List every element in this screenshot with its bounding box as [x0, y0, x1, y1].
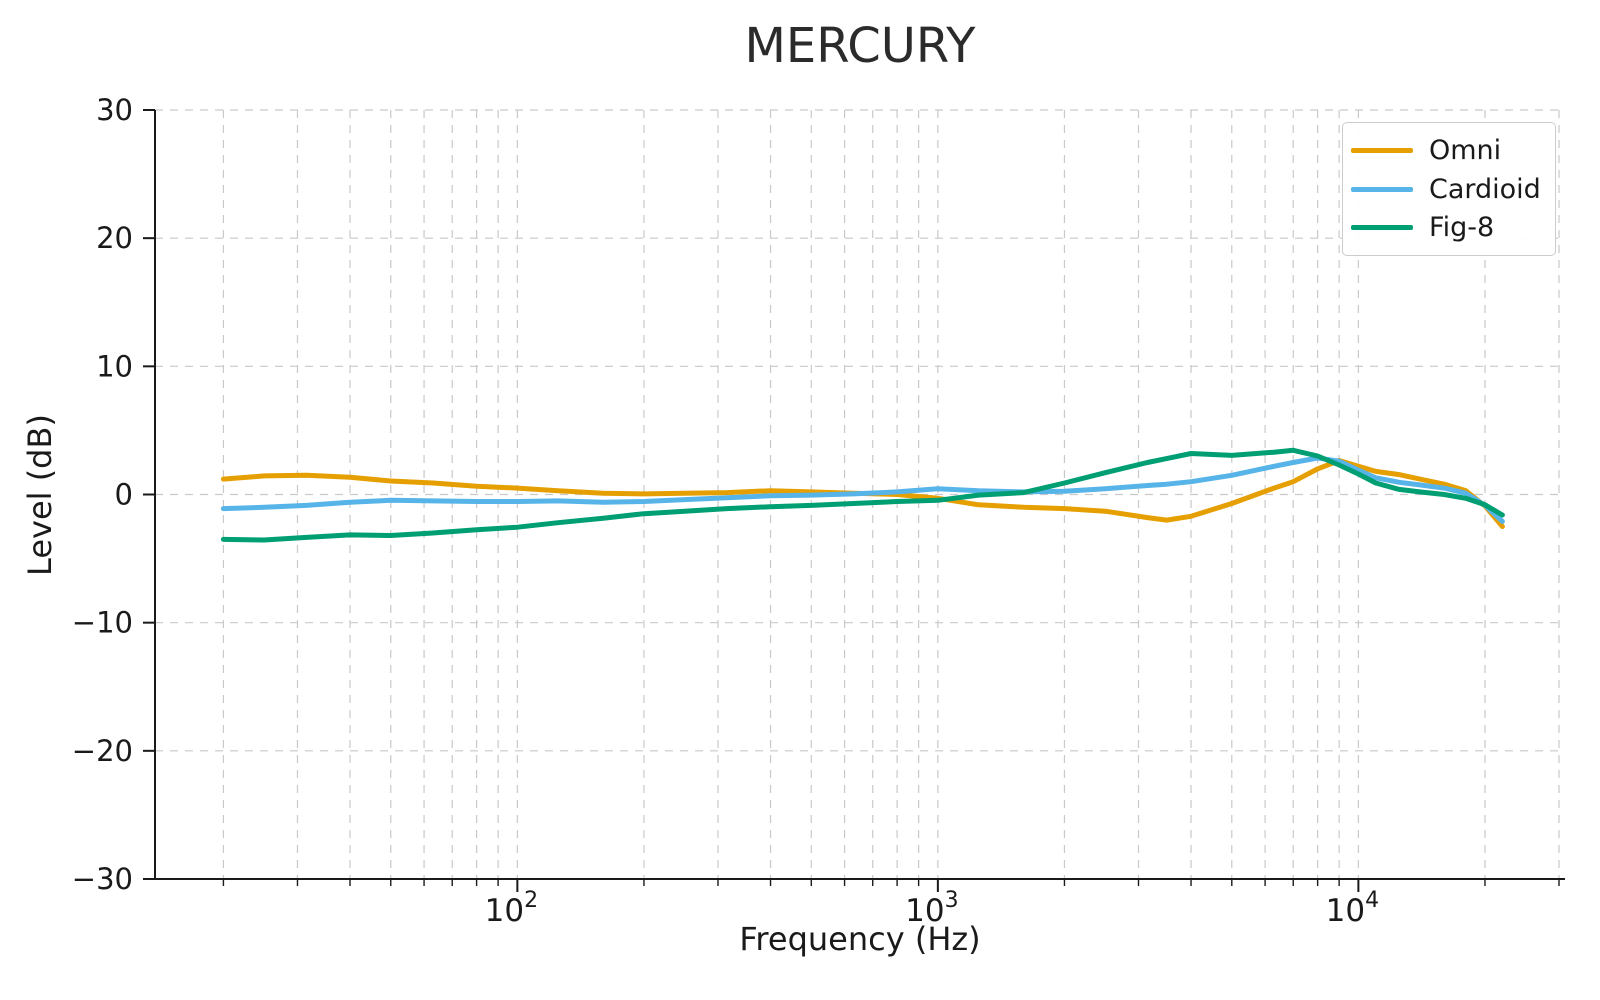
y-tick-label: 0: [115, 478, 133, 512]
series-line-omni: [220, 458, 1505, 529]
legend-item-fig-8: Fig-8: [1351, 214, 1555, 241]
y-tick-label: 30: [96, 93, 133, 127]
y-axis-label: Level (dB): [21, 414, 59, 576]
x-tick-label: 104: [1326, 888, 1379, 929]
y-tick-label: 20: [96, 221, 133, 255]
legend-swatch-fig-8: [1351, 225, 1413, 231]
legend-swatch-omni: [1351, 147, 1413, 153]
legend-item-cardioid: Cardioid: [1351, 176, 1555, 203]
legend-label-cardioid: Cardioid: [1429, 173, 1541, 205]
y-tick-label: −30: [72, 862, 133, 896]
x-axis-label: Frequency (Hz): [739, 920, 981, 958]
series-line-fig-8: [220, 447, 1505, 543]
series-line-cardioid: [220, 455, 1505, 524]
legend-label-fig-8: Fig-8: [1429, 212, 1495, 244]
chart-title: MERCURY: [744, 18, 976, 74]
y-tick-label: −20: [72, 734, 133, 768]
legend-item-omni: Omni: [1351, 137, 1555, 164]
legend-label-omni: Omni: [1429, 134, 1502, 166]
y-tick-label: 10: [96, 349, 133, 383]
y-tick-label: −10: [72, 606, 133, 640]
legend: Omni Cardioid Fig-8: [1342, 122, 1556, 256]
legend-swatch-cardioid: [1351, 186, 1413, 192]
